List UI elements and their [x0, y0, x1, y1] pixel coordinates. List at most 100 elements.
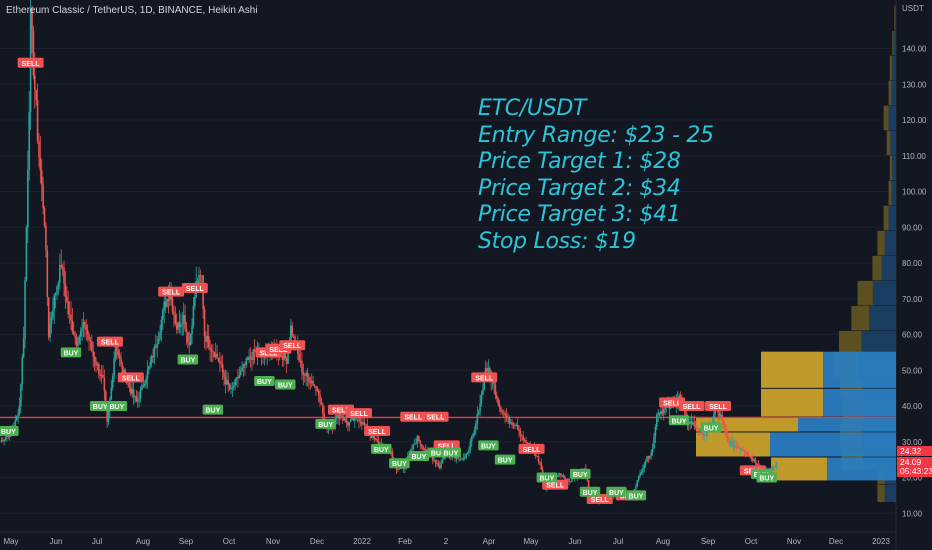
buy-signal-bg[interactable]: [202, 404, 224, 415]
candle-body: [468, 449, 470, 453]
buy-signal-bg[interactable]: [440, 447, 462, 458]
time-axis-label: Dec: [829, 537, 843, 546]
buy-signal-bg[interactable]: [570, 468, 591, 479]
sell-signal-label[interactable]: SELL: [368, 429, 387, 436]
sell-signal-label[interactable]: SELL: [438, 443, 457, 450]
sell-signal-bg[interactable]: [117, 372, 144, 383]
buy-signal-label[interactable]: BUY: [93, 404, 108, 411]
buy-signal-bg[interactable]: [60, 347, 82, 358]
buy-signal-label[interactable]: BUY: [704, 425, 719, 432]
candle-body: [132, 389, 135, 397]
sell-signal-bg[interactable]: [96, 336, 123, 347]
price-tag-upper: 24.32: [897, 446, 932, 456]
buy-signal-label[interactable]: BUY: [374, 447, 389, 454]
buy-signal-label[interactable]: BUY: [609, 490, 624, 497]
buy-signal-label[interactable]: BUY: [539, 476, 554, 483]
buy-signal-bg[interactable]: [254, 375, 275, 386]
sell-signal-bg[interactable]: [364, 426, 391, 437]
buy-signal-label[interactable]: BUY: [672, 418, 687, 425]
buy-signal-bg[interactable]: [536, 472, 558, 483]
sell-signal-label[interactable]: SELL: [709, 404, 728, 411]
buy-signal-label[interactable]: BUY: [629, 493, 644, 500]
sell-signal-label[interactable]: SELL: [22, 61, 41, 68]
sell-signal-label[interactable]: SELL: [269, 347, 288, 354]
sell-signal-label[interactable]: SELL: [404, 415, 423, 422]
price-axis-tick: 110.00: [902, 152, 926, 161]
buy-signal-label[interactable]: BUY: [278, 383, 293, 390]
sell-signal-bg[interactable]: [181, 283, 208, 294]
buy-signal-bg[interactable]: [89, 401, 111, 411]
buy-signal-label[interactable]: BUY: [431, 450, 446, 457]
candle-body: [470, 436, 473, 442]
buy-signal-bg[interactable]: [478, 440, 499, 451]
buy-signal-bg[interactable]: [756, 472, 777, 483]
sell-signal-label[interactable]: SELL: [427, 415, 446, 422]
sell-signal-label[interactable]: SELL: [186, 286, 205, 293]
sell-signal-label[interactable]: SELL: [663, 400, 682, 407]
sell-signal-label[interactable]: SELL: [350, 411, 369, 418]
sell-signal-label[interactable]: SELL: [122, 375, 141, 382]
buy-signal-bg[interactable]: [371, 443, 392, 454]
buy-signal-label[interactable]: BUY: [318, 422, 333, 429]
buy-signal-bg[interactable]: [275, 379, 296, 390]
buy-signal-label[interactable]: BUY: [573, 472, 588, 479]
candle-body: [160, 319, 163, 333]
sell-signal-label[interactable]: SELL: [101, 340, 120, 347]
sell-signal-label[interactable]: SELL: [475, 375, 494, 382]
buy-signal-label[interactable]: BUY: [206, 408, 221, 415]
sell-signal-bg[interactable]: [422, 411, 449, 422]
sell-signal-bg[interactable]: [346, 408, 373, 419]
sell-signal-bg[interactable]: [17, 57, 44, 68]
candle-body: [70, 314, 72, 321]
sell-signal-label[interactable]: SELL: [332, 408, 351, 415]
sell-signal-bg[interactable]: [678, 401, 705, 411]
buy-signal-bg[interactable]: [106, 401, 128, 411]
candle-body: [68, 314, 71, 316]
sell-signal-label[interactable]: SELL: [683, 404, 702, 411]
buy-signal-bg[interactable]: [579, 486, 601, 497]
buy-signal-label[interactable]: BUY: [411, 454, 426, 461]
buy-signal-bg[interactable]: [625, 490, 647, 501]
buy-signal-label[interactable]: BUY: [583, 490, 598, 497]
buy-signal-bg[interactable]: [700, 422, 722, 433]
candle-body: [27, 169, 29, 228]
buy-signal-label[interactable]: BUY: [109, 404, 124, 411]
candle-body: [96, 364, 99, 366]
buy-signal-label[interactable]: BUY: [759, 476, 774, 483]
candle-body: [39, 157, 42, 171]
buy-signal-bg[interactable]: [494, 454, 516, 465]
sell-signal-label[interactable]: SELL: [591, 497, 610, 504]
buy-signal-label[interactable]: BUY: [443, 450, 458, 457]
buy-signal-label[interactable]: BUY: [180, 358, 195, 365]
sell-signal-label[interactable]: SELL: [546, 483, 565, 490]
sell-signal-bg[interactable]: [400, 411, 427, 422]
buy-signal-label[interactable]: BUY: [498, 458, 513, 465]
buy-signal-label[interactable]: BUY: [392, 461, 407, 468]
sell-signal-bg[interactable]: [471, 372, 498, 383]
sell-signal-bg[interactable]: [705, 401, 732, 411]
sell-signal-bg[interactable]: [279, 340, 306, 351]
buy-signal-label[interactable]: BUY: [1, 429, 16, 436]
buy-signal-bg[interactable]: [177, 354, 199, 365]
buy-signal-label[interactable]: BUY: [257, 379, 272, 386]
candle-body: [774, 466, 776, 468]
buy-signal-bg[interactable]: [0, 426, 19, 437]
symbol-header[interactable]: Ethereum Classic / TetherUS, 1D, BINANCE…: [6, 5, 258, 16]
candle-body: [127, 382, 129, 384]
buy-signal-bg[interactable]: [668, 415, 690, 426]
candle-body: [736, 446, 739, 448]
sell-signal-label[interactable]: SELL: [162, 290, 181, 297]
buy-signal-bg[interactable]: [408, 451, 430, 462]
buy-signal-label[interactable]: BUY: [481, 443, 496, 450]
sell-signal-bg[interactable]: [518, 443, 545, 454]
sell-signal-label[interactable]: SELL: [260, 350, 279, 357]
buy-signal-bg[interactable]: [315, 418, 336, 429]
buy-signal-bg[interactable]: [606, 486, 627, 497]
buy-signal-bg[interactable]: [389, 458, 410, 469]
sell-signal-label[interactable]: SELL: [283, 343, 302, 350]
sell-signal-label[interactable]: SELL: [523, 447, 542, 454]
candle-body: [646, 456, 648, 462]
buy-signal-label[interactable]: BUY: [64, 350, 79, 357]
sell-signal-bg[interactable]: [158, 286, 185, 297]
